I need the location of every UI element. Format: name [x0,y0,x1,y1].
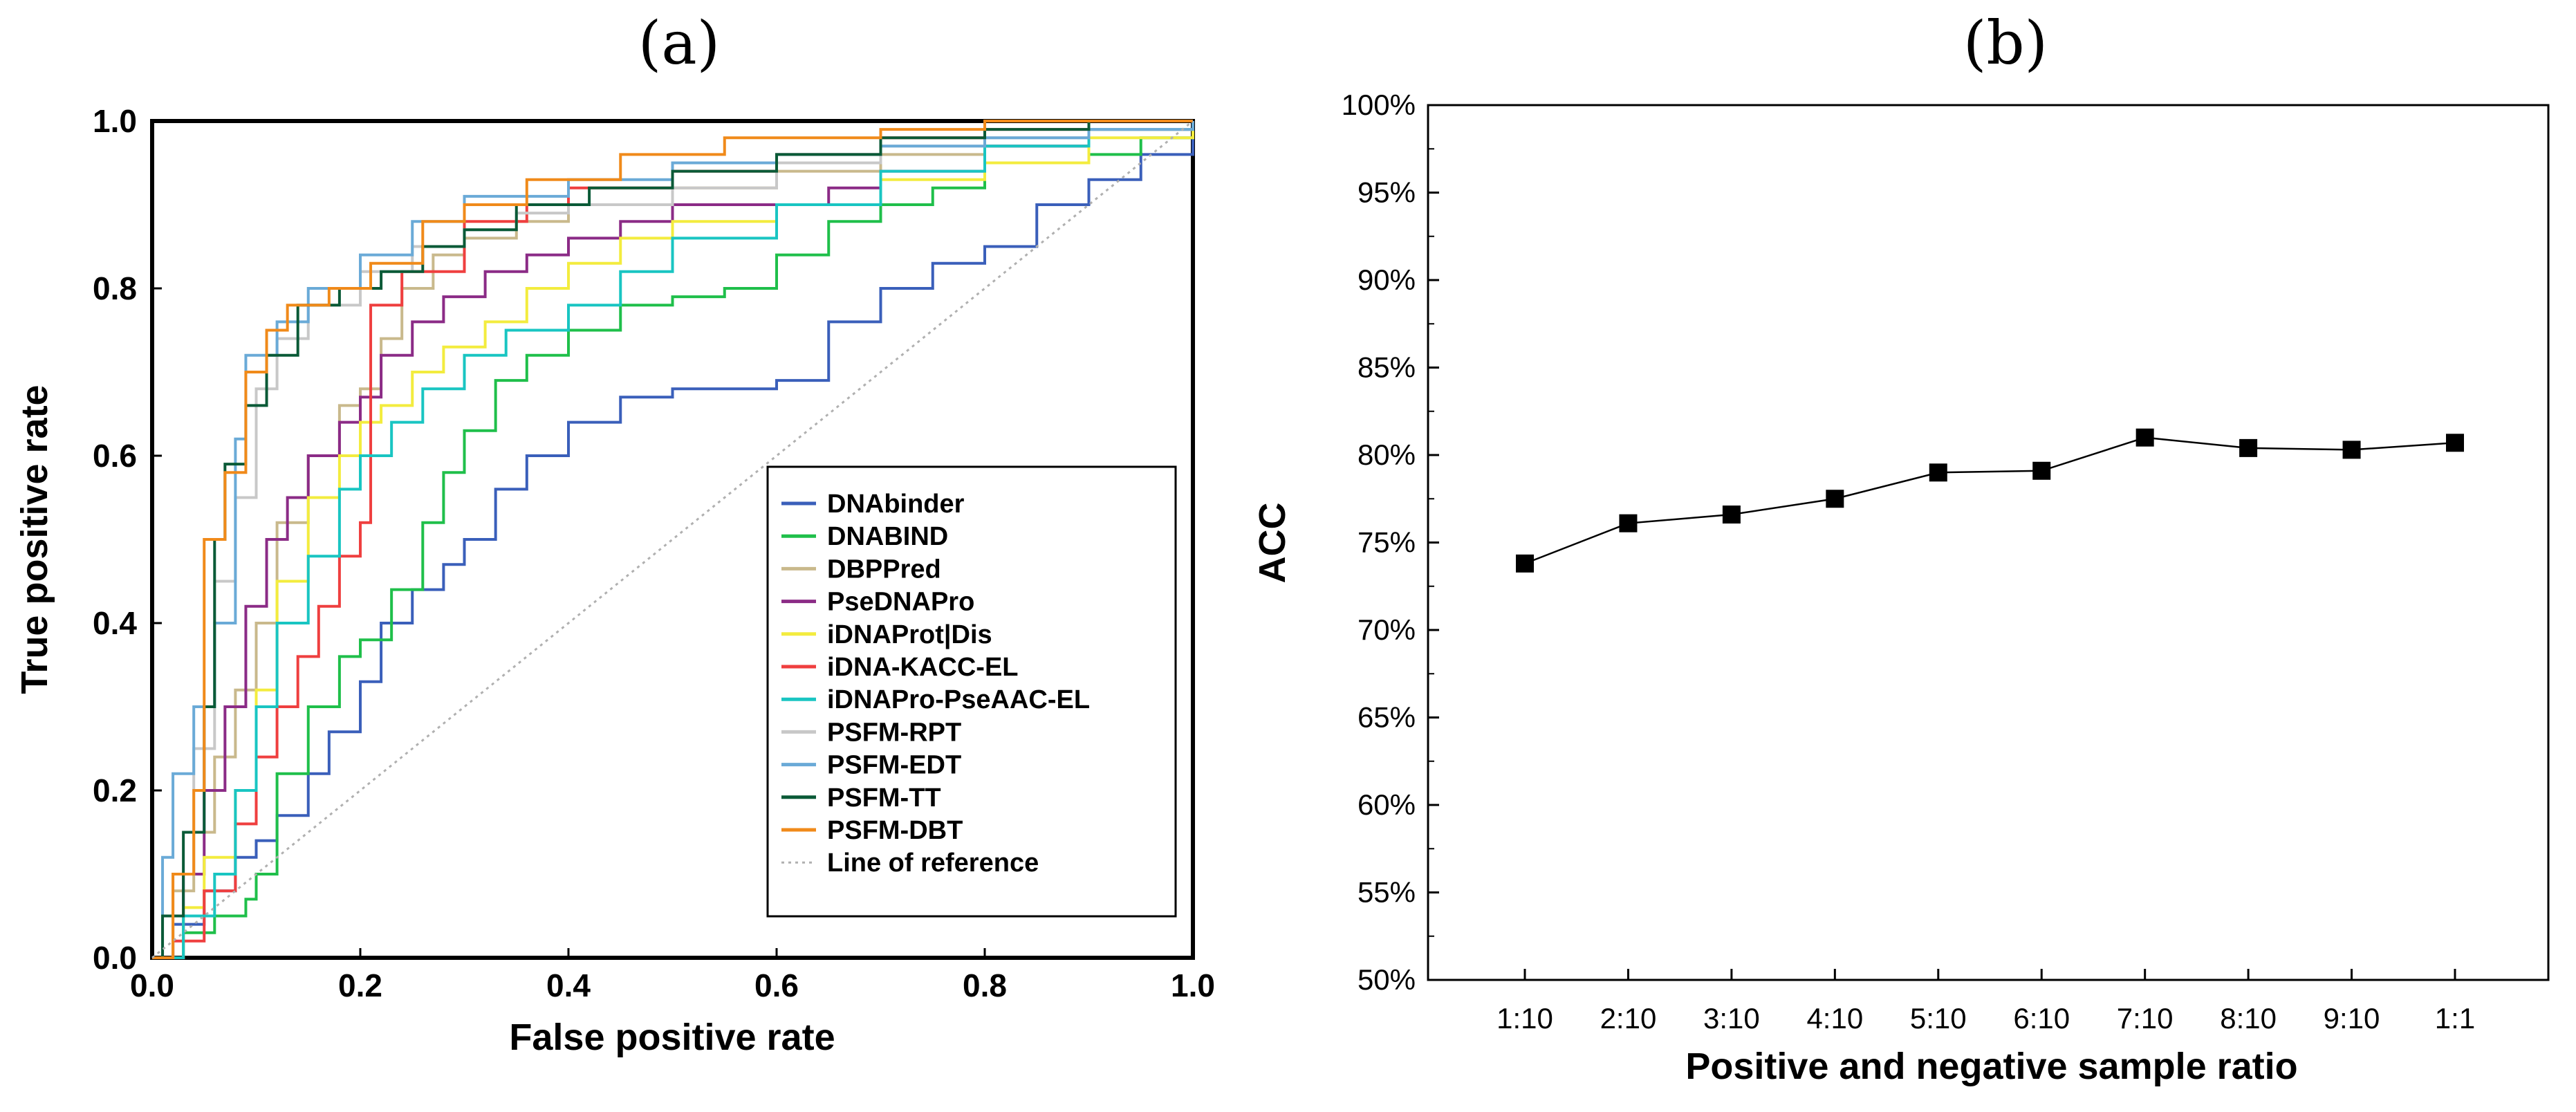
roc-tick-layer: 0.0 0.2 0.4 0.6 0.8 1.0 0.0 0.2 0.4 0.6 0.8 1.0 [93,103,1215,1003]
legend-label-psfm-edt: PSFM-EDT [827,751,961,780]
roc-y-tick-label: 0.8 [93,270,137,306]
acc-data-point [2032,461,2051,480]
roc-x-axis-title: False positive rate [509,1017,835,1058]
legend-label-psednapro: PseDNAPro [827,588,974,617]
acc-x-tick-label: 3:10 [1703,1002,1760,1035]
acc-x-tick-label: 1:10 [1497,1002,1553,1035]
roc-series-psednapro [152,121,1194,959]
acc-x-tick-label: 8:10 [2220,1002,2277,1035]
roc-series-idnapro-pseaac-el [152,121,1194,959]
roc-x-tick-label: 0.6 [754,967,799,1003]
roc-x-tick-label: 0.8 [963,967,1007,1003]
legend-label-dnabind: DNABIND [827,522,948,551]
acc-x-tick-label: 6:10 [2013,1002,2070,1035]
acc-y-tick-label: 50% [1358,963,1416,996]
acc-x-tick-label: 5:10 [1910,1002,1967,1035]
roc-y-axis-title: True positive rate [14,384,55,694]
acc-plot-frame [1427,104,2550,981]
acc-series-layer [1516,428,2464,573]
panel-b-label: (b) [1963,9,2048,78]
acc-y-tick-label: 95% [1358,176,1416,209]
roc-series-dnabinder [152,121,1194,959]
acc-data-point [2135,428,2154,447]
legend-label-line-of-reference: Line of reference [827,849,1039,878]
roc-series-layer [151,120,1194,959]
acc-x-tick-label: 1:1 [2435,1002,2475,1035]
acc-tick-layer: 50% 55% 60% 65% 70% 75% 80% 85% 90% 95% 100% 1:10 2:… [1342,89,2476,1035]
panel-a-label: (a) [638,9,720,78]
acc-y-tick-label: 90% [1358,263,1416,296]
acc-data-point [1929,463,1947,482]
legend-label-psfm-rpt: PSFM-RPT [827,718,961,747]
acc-data-point [2239,438,2258,457]
legend-label-psfm-tt: PSFM-TT [827,784,941,813]
roc-y-tick-label: 0.6 [93,438,137,474]
legend-label-idnapro-pseaac-el: iDNAPro-PseAAC-EL [827,685,1090,714]
acc-y-axis-title: ACC [1252,503,1293,584]
roc-series-dnabind [152,121,1194,959]
acc-data-point [1516,554,1534,573]
roc-series-psfm-tt [152,120,1193,959]
acc-data-point [1722,506,1741,524]
legend-label-idnaprot-dis: iDNAProt|Dis [827,620,992,649]
acc-x-tick-label: 2:10 [1600,1002,1657,1035]
acc-y-tick-label: 80% [1358,438,1416,471]
legend-label-dnabinder: DNAbinder [827,490,965,519]
acc-y-tick-label: 60% [1358,788,1416,821]
roc-y-tick-label: 1.0 [93,103,137,139]
acc-x-axis-title: Positive and negative sample ratio [1685,1046,2297,1087]
roc-x-tick-label: 1.0 [1171,967,1215,1003]
roc-y-tick-label: 0.2 [93,772,137,808]
acc-y-tick-label: 65% [1358,701,1416,734]
legend-label-psfm-dbt: PSFM-DBT [827,816,963,845]
roc-x-tick-label: 0.2 [338,967,382,1003]
roc-series-psfm-dbt [152,120,1193,959]
acc-chart: (b) 50% 55% 60% 65% 70% 75% 80% 85% 90% 95% 100% 1:… [1252,9,2550,1087]
roc-plot-frame [150,119,1195,960]
acc-y-tick-label: 70% [1358,613,1416,646]
acc-y-tick-label: 75% [1358,526,1416,559]
roc-legend: DNAbinder DNABIND DBPPred PseDNAPro iDNAProt… [766,465,1177,918]
roc-y-tick-label: 0.0 [93,940,137,976]
acc-data-point [2342,441,2361,459]
acc-x-tick-label: 4:10 [1806,1002,1863,1035]
roc-legend-frame [766,465,1177,918]
acc-y-tick-label: 85% [1358,351,1416,384]
acc-data-point [1619,514,1638,532]
acc-data-point [1826,490,1844,508]
acc-x-tick-label: 7:10 [2117,1002,2174,1035]
acc-series-line [1524,436,2456,565]
acc-data-point [2446,434,2464,452]
roc-series-line-of-reference [151,120,1194,959]
roc-chart: (a) 0.0 0.2 0.4 0.6 0.8 1.0 0.0 0.2 0.4 0.6 0.8 1.0… [14,9,1215,1058]
acc-y-tick-label: 55% [1358,876,1416,909]
roc-y-tick-label: 0.4 [93,605,137,641]
acc-y-tick-label: 100% [1342,89,1416,121]
legend-label-idna-kacc-el: iDNA-KACC-EL [827,653,1019,682]
roc-x-tick-label: 0.0 [130,967,174,1003]
roc-x-tick-label: 0.4 [546,967,591,1003]
acc-x-tick-label: 9:10 [2324,1002,2380,1035]
legend-label-dbppred: DBPPred [827,555,941,584]
